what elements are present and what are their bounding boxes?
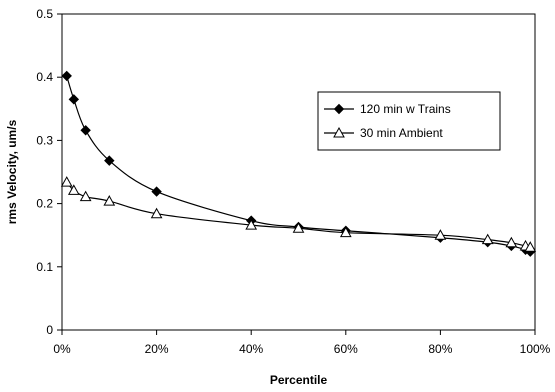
legend-label-2: 30 min Ambient bbox=[360, 126, 443, 140]
legend: 120 min w Trains 30 min Ambient bbox=[317, 91, 501, 151]
series-2-point bbox=[60, 176, 73, 187]
series-2-point bbox=[505, 236, 518, 248]
x-tick-label: 40% bbox=[239, 342, 263, 356]
series-2-point bbox=[103, 195, 116, 206]
y-tick-label: 0 bbox=[46, 323, 53, 337]
series-2-point bbox=[434, 229, 447, 240]
series-2-point bbox=[150, 207, 163, 219]
series-2-point bbox=[339, 226, 352, 238]
x-tick-label: 80% bbox=[428, 342, 452, 356]
y-axis-ticks: 0 0.1 0.2 0.3 0.4 0.5 bbox=[36, 7, 62, 337]
axes bbox=[61, 13, 536, 331]
legend-marker-2 bbox=[333, 126, 345, 138]
series-2-point bbox=[481, 233, 494, 245]
series-1-point bbox=[80, 125, 91, 136]
x-tick-label: 20% bbox=[145, 342, 169, 356]
legend-label-1: 120 min w Trains bbox=[360, 102, 451, 116]
legend-marker-1 bbox=[333, 103, 345, 115]
series-2-point bbox=[67, 184, 80, 195]
x-axis-title: Percentile bbox=[270, 373, 328, 387]
x-tick-label: 0% bbox=[53, 342, 71, 356]
y-tick-label: 0.1 bbox=[36, 260, 53, 274]
series-2-point bbox=[524, 241, 537, 252]
x-axis-ticks: 0% 20% 40% 60% 80% 100% bbox=[53, 330, 551, 356]
y-tick-label: 0.4 bbox=[36, 70, 53, 84]
plot-area-border bbox=[61, 13, 536, 331]
y-tick-label: 0.5 bbox=[36, 7, 53, 21]
series-1-point bbox=[68, 94, 80, 105]
series-2-point bbox=[79, 190, 92, 202]
series-2-point bbox=[292, 222, 305, 233]
series-markers bbox=[60, 70, 537, 257]
y-tick-label: 0.3 bbox=[36, 133, 53, 147]
series-2-point bbox=[245, 219, 258, 230]
y-tick-label: 0.2 bbox=[36, 197, 53, 211]
legend-box bbox=[317, 91, 501, 151]
y-axis-title: rms Velocity, um/s bbox=[5, 119, 19, 224]
series-1-point bbox=[61, 70, 72, 82]
x-tick-label: 100% bbox=[520, 342, 551, 356]
x-tick-label: 60% bbox=[334, 342, 358, 356]
series-1-point bbox=[151, 186, 162, 197]
series-line-2 bbox=[66, 181, 531, 248]
series-1-point bbox=[104, 155, 115, 166]
